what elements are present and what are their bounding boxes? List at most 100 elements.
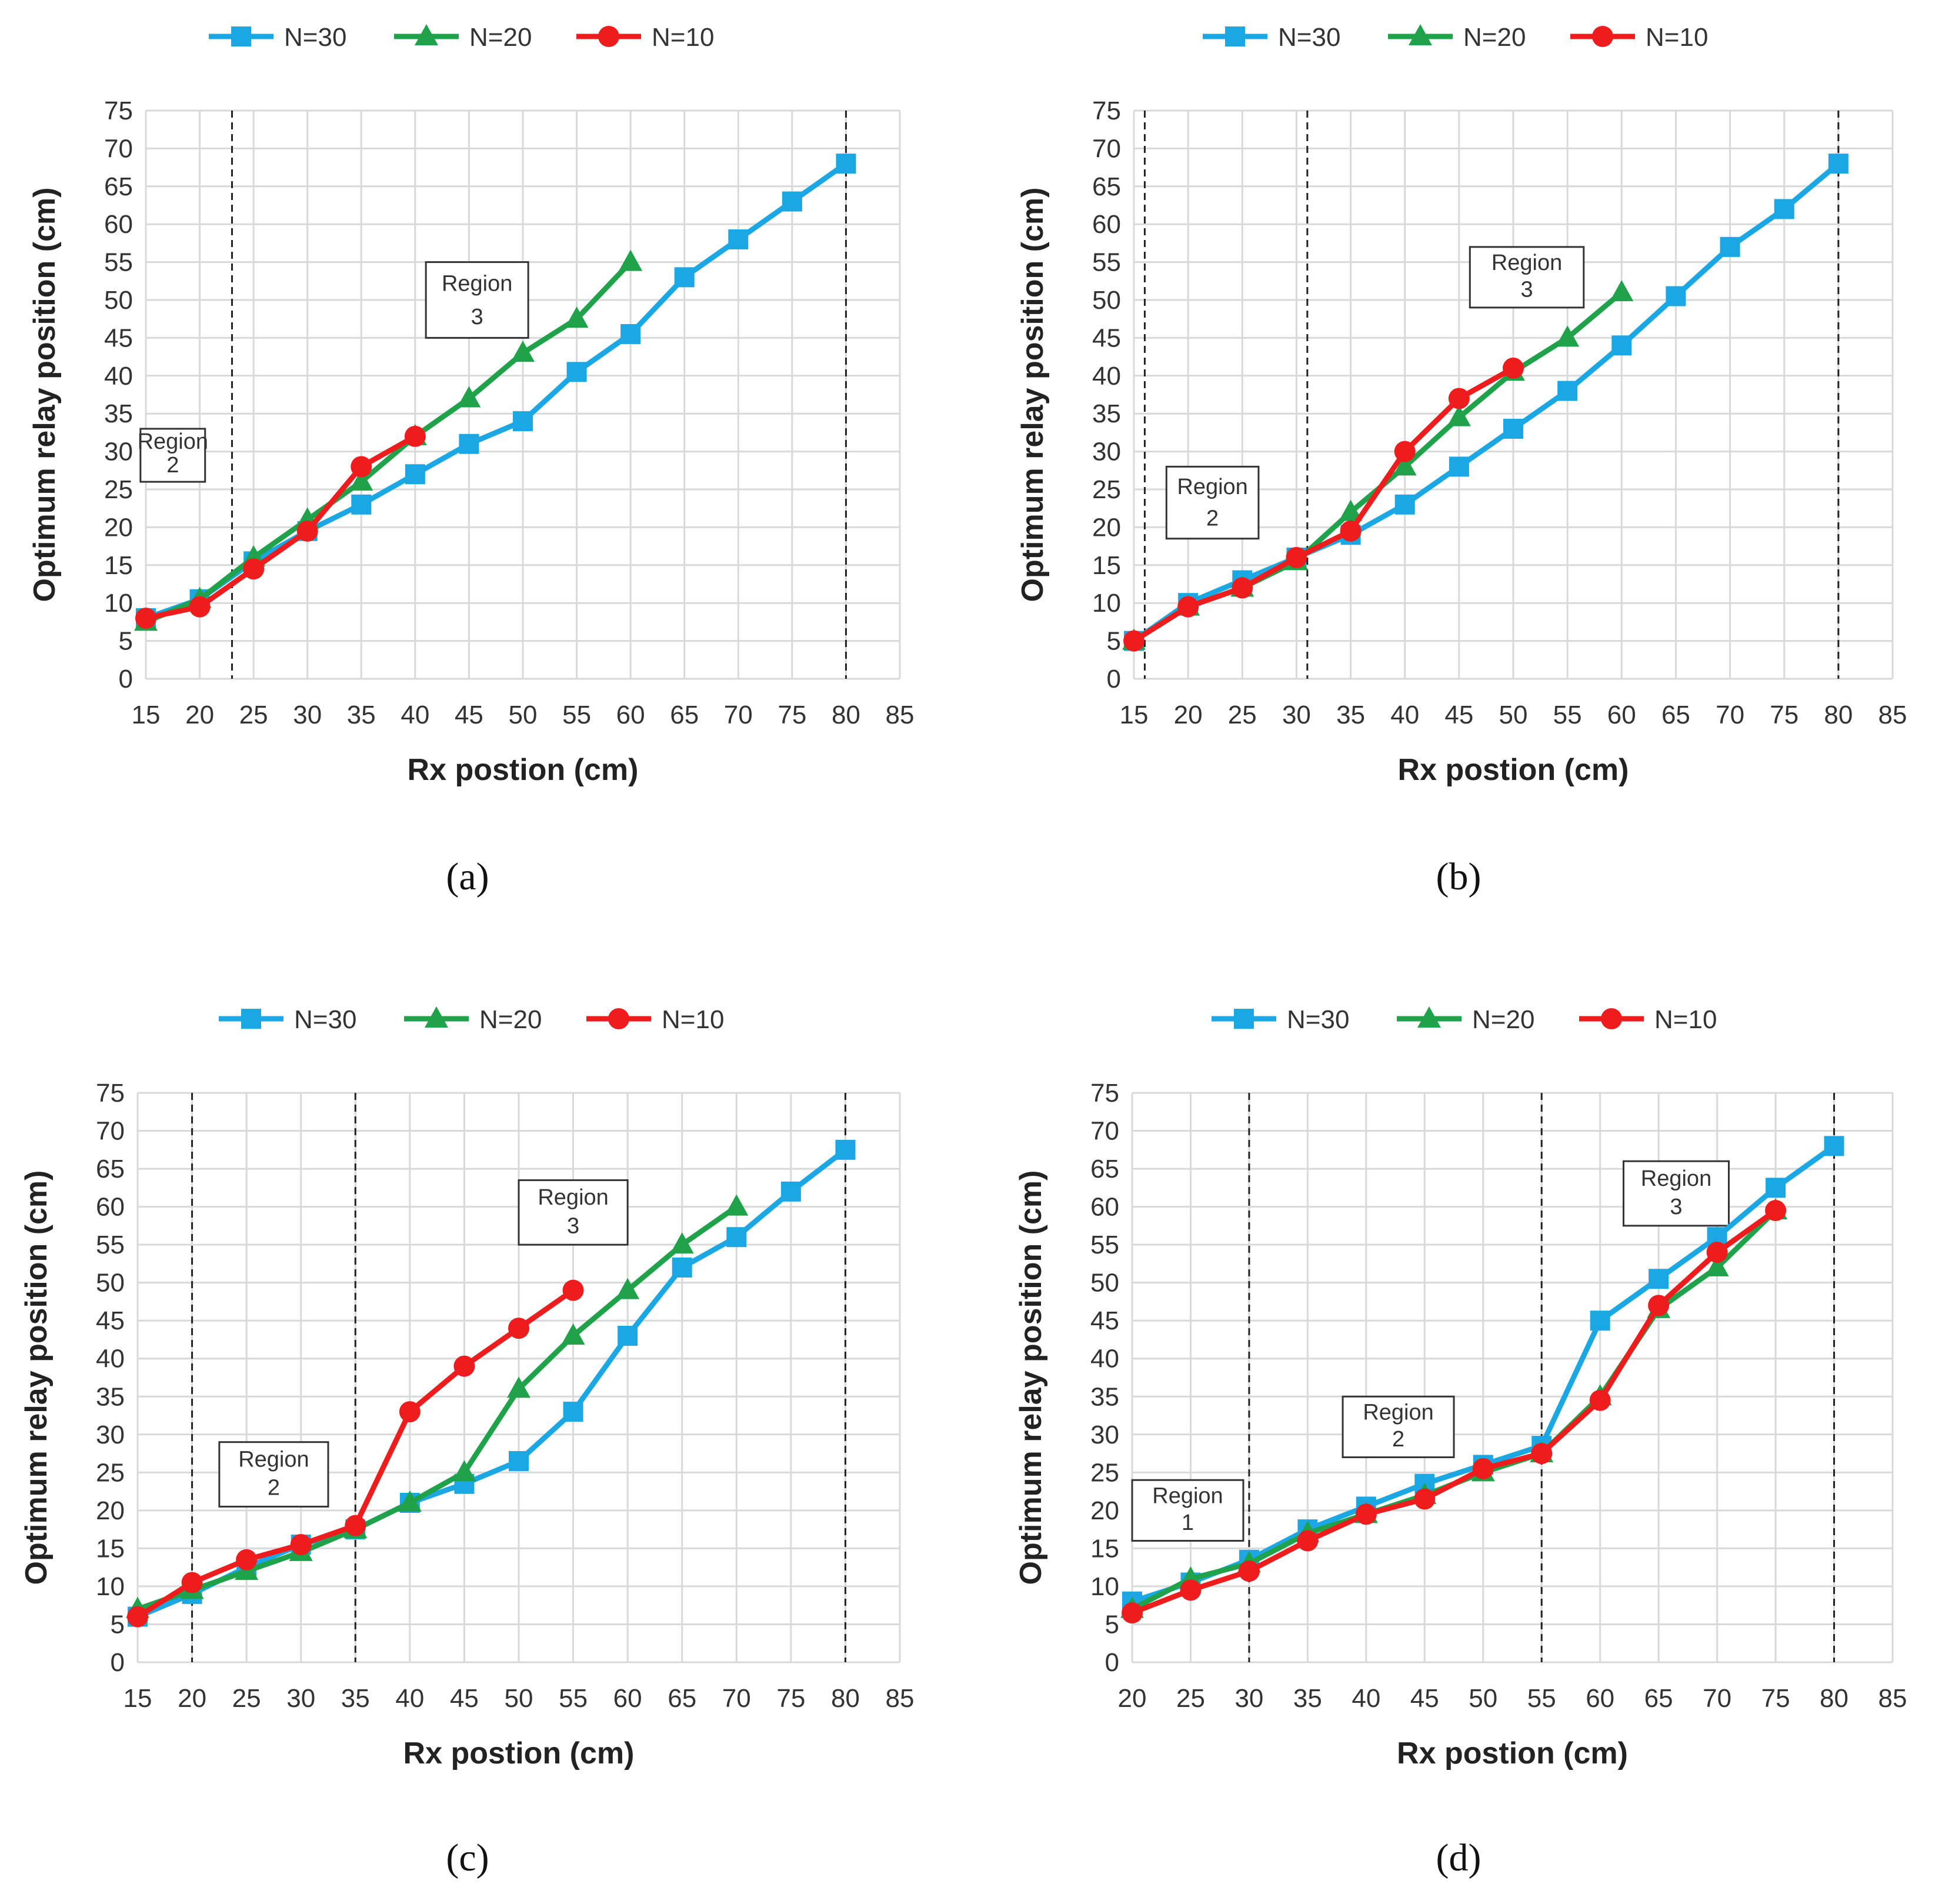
data-point — [1706, 1242, 1728, 1263]
series-line — [136, 1204, 738, 1612]
x-tick-label: 75 — [776, 1684, 805, 1713]
data-point — [836, 154, 856, 174]
y-tick-label: 20 — [1090, 1496, 1119, 1525]
x-axis-title: Rx postion (cm) — [408, 753, 639, 787]
legend-label: N=30 — [1278, 23, 1340, 52]
series-N=10 — [1123, 357, 1524, 652]
y-tick-label: 50 — [104, 286, 133, 315]
legend-marker — [231, 26, 251, 46]
y-tick-label: 0 — [1107, 665, 1121, 693]
legend-item: N=20 — [404, 1005, 542, 1034]
x-tick-label: 30 — [1282, 701, 1311, 729]
y-tick-label: 75 — [1092, 96, 1121, 125]
region-box — [139, 428, 206, 483]
legend-marker — [425, 1006, 448, 1028]
y-tick-label: 75 — [104, 96, 133, 125]
y-tick-label: 60 — [1092, 210, 1121, 239]
x-tick-label: 75 — [1761, 1684, 1790, 1713]
x-tick-label: 85 — [1878, 1684, 1907, 1713]
series-line — [136, 1148, 847, 1619]
region-title: Region — [238, 1447, 309, 1472]
legend-label: N=10 — [662, 1005, 724, 1034]
x-tick-label: 35 — [1336, 701, 1365, 729]
x-tick-label: 60 — [1607, 701, 1636, 729]
legend: N=30 N=20 N=10 — [1203, 23, 1708, 52]
y-tick-label: 45 — [104, 324, 133, 352]
y-axis-title: Optimum relay position (cm) — [1014, 1171, 1048, 1585]
x-tick-label: 45 — [450, 1684, 479, 1713]
x-tick-label: 75 — [1770, 701, 1798, 729]
x-tick-label: 40 — [1390, 701, 1419, 729]
x-tick-label: 20 — [1174, 701, 1203, 729]
region-label-box: Region 3 — [1622, 1160, 1730, 1227]
y-tick-label: 60 — [104, 210, 133, 239]
data-point — [1339, 499, 1363, 521]
legend-label: N=30 — [1287, 1005, 1349, 1034]
data-point — [1611, 335, 1632, 356]
x-tick-label: 45 — [1444, 701, 1473, 729]
region-number: 3 — [1520, 277, 1533, 302]
panel-caption: (d) — [1436, 1836, 1481, 1879]
y-tick-label: 10 — [1090, 1572, 1119, 1601]
region-number: 1 — [1182, 1510, 1194, 1535]
data-point — [453, 1355, 475, 1377]
region-number: 2 — [166, 453, 179, 478]
region-box — [1622, 1160, 1730, 1227]
y-axis-title: Optimum relay position (cm) — [28, 188, 62, 602]
series-N=10 — [1122, 1200, 1787, 1624]
data-point — [1503, 418, 1523, 439]
x-tick-label: 80 — [1820, 1684, 1848, 1713]
data-point — [780, 1181, 801, 1202]
data-point — [726, 1227, 747, 1248]
x-tick-label: 25 — [1228, 701, 1257, 729]
x-tick-label: 65 — [1661, 701, 1690, 729]
x-tick-label: 65 — [670, 701, 699, 729]
region-title: Region — [1363, 1401, 1433, 1425]
legend: N=30 N=20 N=10 — [1212, 1005, 1717, 1034]
legend: N=30 N=20 N=10 — [219, 1005, 724, 1034]
legend-item: N=20 — [394, 23, 532, 52]
y-axis-title: Optimum relay position (cm) — [19, 1171, 54, 1585]
data-point — [127, 1606, 148, 1628]
legend-item: N=10 — [1570, 23, 1708, 52]
data-point — [835, 1139, 856, 1160]
gridlines — [145, 109, 901, 680]
legend-label: N=30 — [294, 1005, 356, 1034]
legend-item: N=10 — [576, 23, 714, 52]
x-tick-label: 65 — [1644, 1684, 1673, 1713]
panel-caption: (a) — [446, 855, 489, 898]
x-tick-label: 35 — [347, 701, 376, 729]
x-tick-label: 20 — [185, 701, 214, 729]
data-point — [349, 469, 373, 491]
panel-caption: (b) — [1436, 855, 1481, 898]
data-point — [507, 1376, 530, 1398]
legend-label: N=20 — [479, 1005, 542, 1034]
x-tick-label: 80 — [1824, 701, 1853, 729]
y-tick-label: 20 — [104, 513, 133, 542]
data-point — [1177, 596, 1199, 618]
x-tick-label: 50 — [505, 1684, 533, 1713]
y-tick-label: 75 — [96, 1079, 125, 1108]
data-point — [674, 267, 695, 288]
x-tick-label: 15 — [132, 701, 161, 729]
x-tick-label: 50 — [509, 701, 538, 729]
y-tick-label: 20 — [96, 1496, 125, 1525]
data-point — [405, 464, 425, 485]
data-point — [1610, 280, 1634, 302]
legend-marker — [415, 24, 438, 45]
series-N=20 — [1122, 280, 1634, 650]
y-tick-label: 5 — [111, 1610, 125, 1639]
data-point — [1393, 454, 1417, 476]
data-point — [1286, 546, 1307, 568]
data-point — [618, 1326, 638, 1346]
y-tick-label: 5 — [1107, 627, 1121, 656]
y-tick-label: 65 — [1092, 172, 1121, 201]
data-point — [672, 1257, 692, 1278]
region-box — [1165, 465, 1260, 540]
